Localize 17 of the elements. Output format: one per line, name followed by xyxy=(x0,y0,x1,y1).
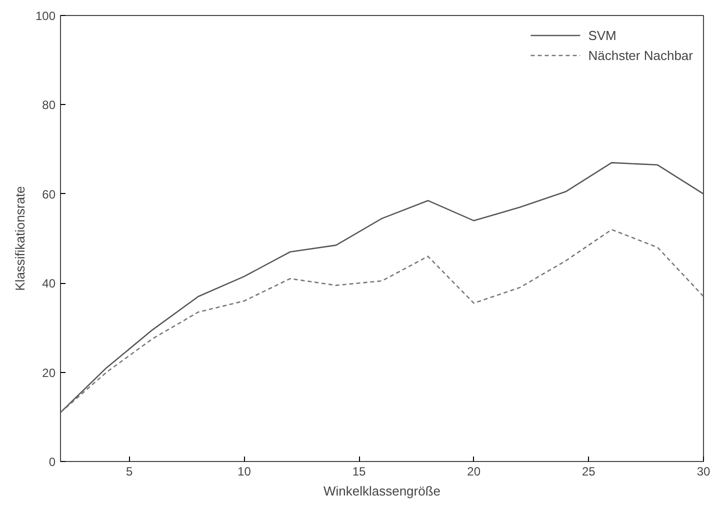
y-tick-label: 60 xyxy=(42,187,56,202)
y-tick-label: 20 xyxy=(42,366,56,380)
legend-label: Nächster Nachbar xyxy=(588,48,693,62)
x-tick-label: 5 xyxy=(126,464,134,478)
x-tick-label: 25 xyxy=(582,464,596,478)
line-series xyxy=(60,228,704,414)
legend-label: SVM xyxy=(588,28,616,42)
y-axis-title: Klassifikationsrate xyxy=(12,186,28,291)
x-tick-label: 30 xyxy=(696,464,710,478)
y-tick-label: 80 xyxy=(42,98,56,112)
y-tick-label: 0 xyxy=(48,455,56,469)
x-tick-label: 20 xyxy=(467,464,481,478)
y-tick-label: 100 xyxy=(35,9,56,23)
x-axis-title: Winkelklassengröße xyxy=(323,484,441,498)
x-tick-label: 10 xyxy=(238,464,252,478)
x-tick-label: 15 xyxy=(352,464,366,478)
y-tick-label: 40 xyxy=(42,276,56,291)
